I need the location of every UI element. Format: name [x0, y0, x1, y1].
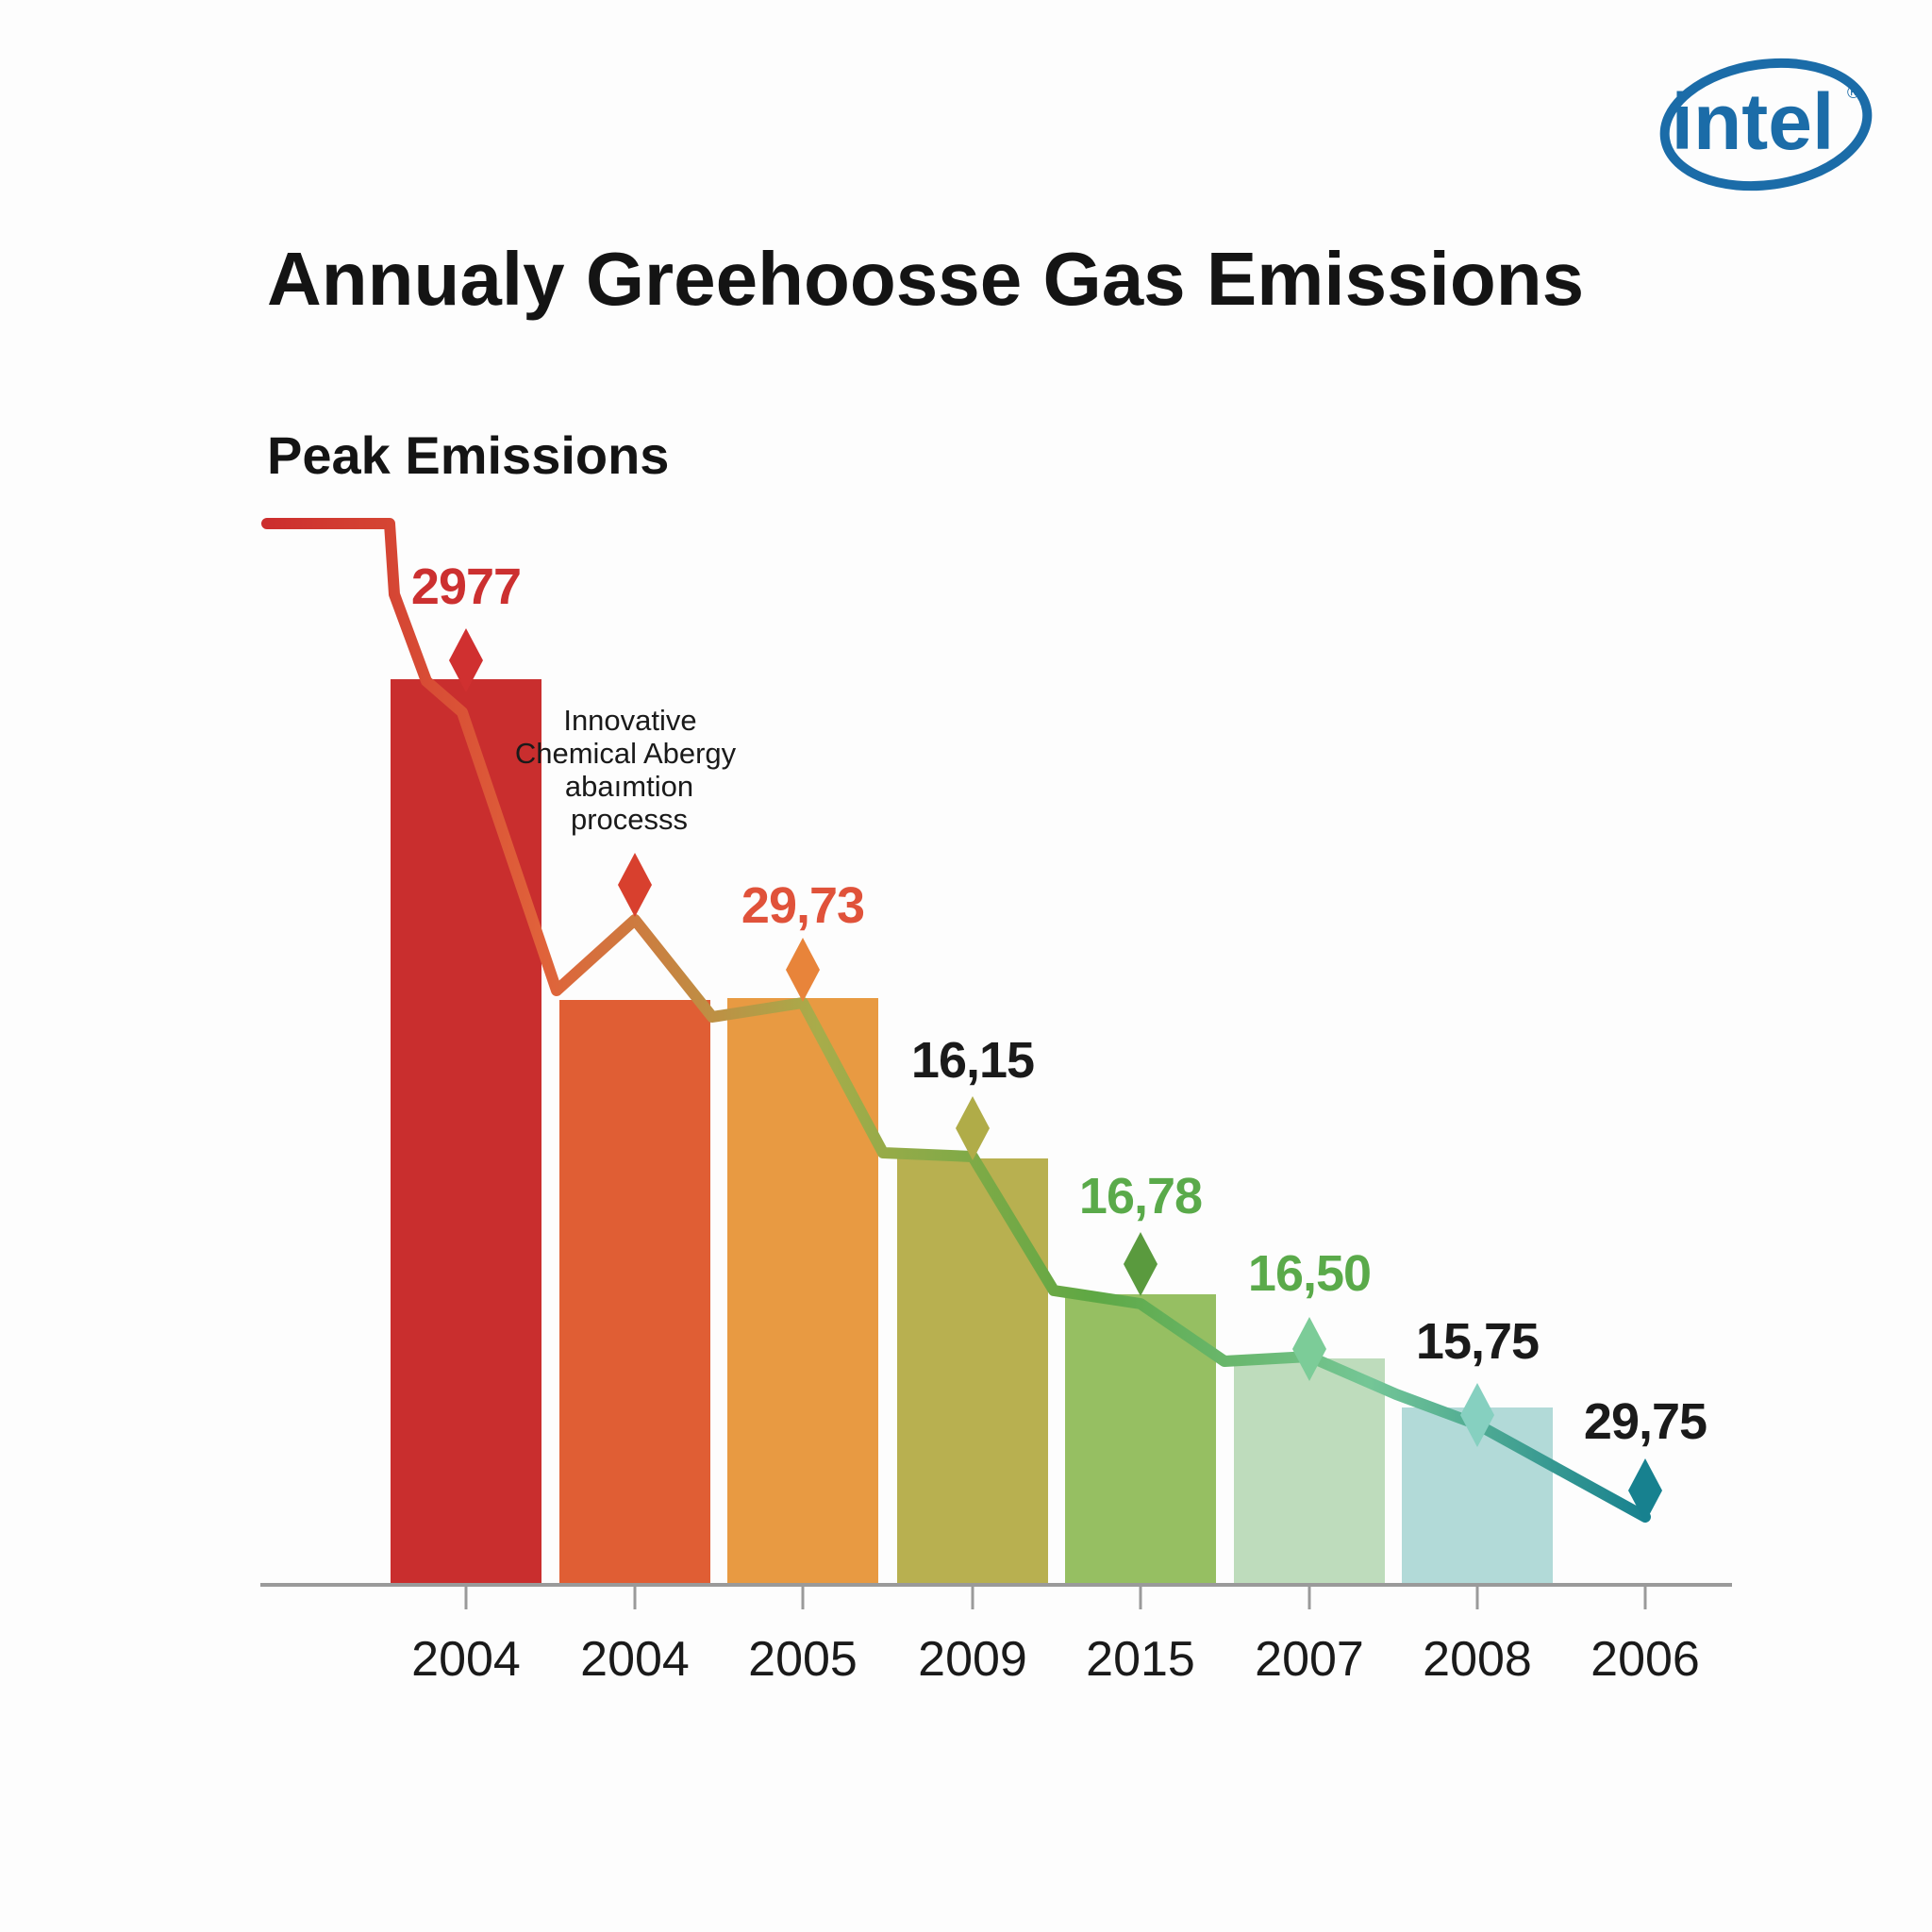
data-label-8: 29,75 [1584, 1393, 1707, 1450]
data-label-7: 15,75 [1416, 1313, 1539, 1370]
x-tick-label: 2007 [1255, 1632, 1364, 1687]
bar-1 [391, 679, 541, 1585]
diamond-marker-2 [618, 853, 652, 917]
bar-2 [559, 1000, 710, 1585]
diamond-marker-4 [956, 1096, 990, 1160]
data-label-6: 16,50 [1248, 1245, 1371, 1302]
data-label-5: 16,78 [1079, 1168, 1202, 1224]
data-label-4: 16,15 [911, 1032, 1034, 1089]
data-label-3: 29,73 [741, 877, 864, 934]
x-tick-label: 2015 [1086, 1632, 1195, 1687]
trend-line-group [261, 518, 1651, 1523]
x-tick-label: 2008 [1423, 1632, 1532, 1687]
diamond-marker-1 [449, 628, 483, 692]
annotation: Innovative Chemical Abergy abaımtion pro… [515, 704, 737, 836]
x-tick-label: 2009 [918, 1632, 1027, 1687]
x-axis: 2004 2004 2005 2009 2015 2007 2008 2006 [260, 1583, 1732, 1687]
data-label-group: 2977 29,73 16,15 16,78 16,50 15,75 29,75 [411, 558, 1707, 1450]
chart-subtitle: Peak Emissions [267, 425, 669, 485]
bar-4 [897, 1158, 1048, 1585]
bar-6 [1234, 1358, 1385, 1585]
logo-registered-mark: ® [1847, 83, 1859, 102]
diamond-marker-8 [1628, 1458, 1662, 1523]
chart-title: Annualy Greehoosse Gas Emissions [267, 237, 1584, 321]
annotation-line-4: processs [571, 803, 688, 836]
trend-line [261, 518, 1651, 1523]
logo-swoosh [1659, 58, 1873, 192]
annotation-line-3: abaımtion [565, 770, 693, 803]
diamond-marker-3 [786, 938, 820, 1002]
marker-group [449, 628, 1662, 1523]
x-tick-label: 2005 [748, 1632, 858, 1687]
x-tick-label: 2006 [1591, 1632, 1700, 1687]
x-tick-label: 2004 [580, 1632, 690, 1687]
annotation-line-2: Chemical Abergy [515, 737, 737, 770]
diamond-marker-7 [1460, 1383, 1494, 1447]
x-tick-label: 2004 [411, 1632, 521, 1687]
diamond-marker-6 [1292, 1317, 1326, 1381]
intel-logo: intel ® [1659, 58, 1873, 192]
data-label-1: 2977 [411, 558, 521, 615]
diamond-marker-5 [1124, 1232, 1158, 1296]
bar-3 [727, 998, 878, 1585]
annotation-line-1: Innovative [563, 704, 696, 737]
logo-text: intel [1672, 77, 1835, 166]
